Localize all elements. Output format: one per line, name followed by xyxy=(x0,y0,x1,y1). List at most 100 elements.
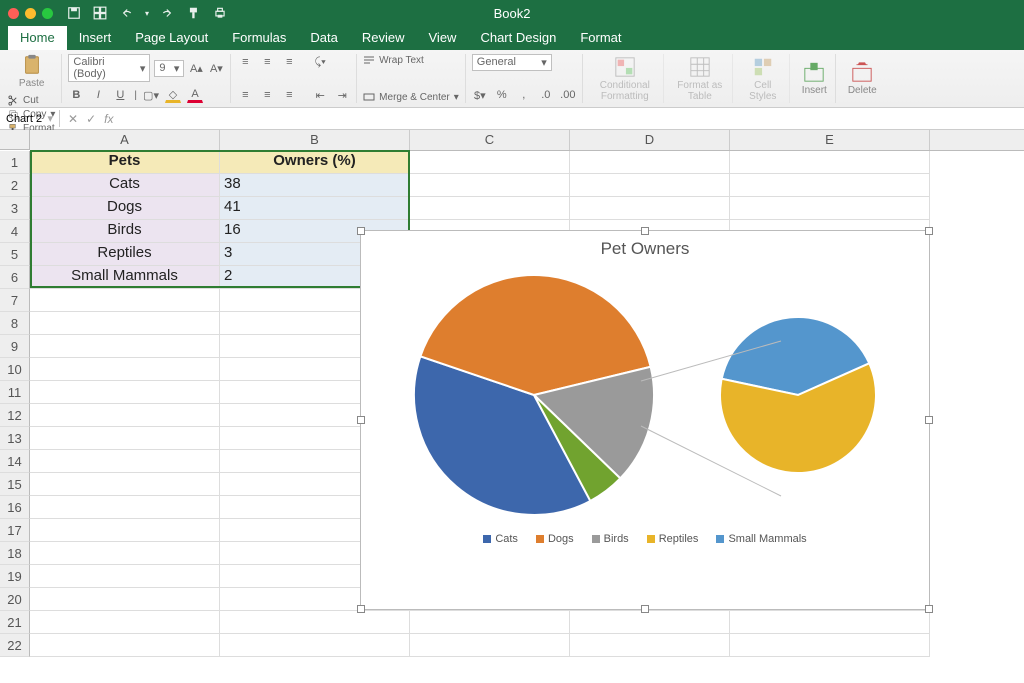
cell[interactable] xyxy=(30,335,220,358)
cell[interactable]: Reptiles xyxy=(30,243,220,266)
chart-resize-handle[interactable] xyxy=(357,416,365,424)
border-button[interactable]: ▢▾ xyxy=(143,87,159,103)
brush-icon[interactable] xyxy=(187,6,201,20)
row-header[interactable]: 2 xyxy=(0,174,30,197)
row-header[interactable]: 5 xyxy=(0,243,30,266)
cell[interactable] xyxy=(30,289,220,312)
name-box[interactable]: Chart 2▾ xyxy=(0,110,60,127)
comma-button[interactable]: , xyxy=(516,87,532,103)
legend-item[interactable]: Dogs xyxy=(536,533,574,545)
cell[interactable] xyxy=(730,151,930,174)
chart-object[interactable]: Pet Owners CatsDogsBirdsReptilesSmall Ma… xyxy=(360,230,930,610)
align-center-button[interactable]: ≡ xyxy=(259,87,275,103)
chart-resize-handle[interactable] xyxy=(357,605,365,613)
cell[interactable] xyxy=(570,197,730,220)
cell[interactable] xyxy=(220,611,410,634)
cell[interactable] xyxy=(30,404,220,427)
font-size-select[interactable]: 9▾ xyxy=(154,60,184,77)
indent-inc-button[interactable]: ⇥ xyxy=(334,87,350,103)
col-header-E[interactable]: E xyxy=(730,130,930,150)
italic-button[interactable]: I xyxy=(90,87,106,103)
chart-resize-handle[interactable] xyxy=(641,605,649,613)
cell[interactable] xyxy=(730,174,930,197)
row-header[interactable]: 3 xyxy=(0,197,30,220)
inc-decimal-button[interactable]: .0 xyxy=(538,87,554,103)
cell[interactable] xyxy=(30,565,220,588)
second-pie[interactable] xyxy=(718,315,878,475)
align-left-button[interactable]: ≡ xyxy=(237,87,253,103)
row-header[interactable]: 7 xyxy=(0,289,30,312)
chart-legend[interactable]: CatsDogsBirdsReptilesSmall Mammals xyxy=(361,527,929,551)
cell[interactable]: Birds xyxy=(30,220,220,243)
cell[interactable] xyxy=(30,611,220,634)
cell[interactable]: Dogs xyxy=(30,197,220,220)
cell[interactable] xyxy=(410,174,570,197)
cell[interactable] xyxy=(30,519,220,542)
cell[interactable]: Cats xyxy=(30,174,220,197)
save-icon[interactable] xyxy=(67,6,81,20)
row-header[interactable]: 18 xyxy=(0,542,30,565)
tab-data[interactable]: Data xyxy=(298,26,349,50)
cell[interactable]: Owners (%) xyxy=(220,151,410,174)
wrap-text-button[interactable]: Wrap Text xyxy=(363,54,459,66)
row-header[interactable]: 22 xyxy=(0,634,30,657)
cell[interactable] xyxy=(30,542,220,565)
cut-button[interactable]: Cut xyxy=(8,95,55,106)
worksheet[interactable]: ABCDE 1PetsOwners (%)2Cats383Dogs414Bird… xyxy=(0,130,1024,657)
redo-icon[interactable] xyxy=(161,6,175,20)
indent-dec-button[interactable]: ⇤ xyxy=(312,87,328,103)
fx-icon[interactable]: fx xyxy=(104,112,113,126)
align-top-button[interactable]: ≡ xyxy=(237,54,253,70)
chart-resize-handle[interactable] xyxy=(357,227,365,235)
conditional-formatting-button[interactable]: Conditional Formatting xyxy=(587,54,664,103)
col-header-C[interactable]: C xyxy=(410,130,570,150)
font-color-button[interactable]: A xyxy=(187,87,203,103)
undo-icon[interactable] xyxy=(119,6,133,20)
cell[interactable] xyxy=(570,151,730,174)
tab-chart-design[interactable]: Chart Design xyxy=(468,26,568,50)
currency-button[interactable]: $▾ xyxy=(472,87,488,103)
row-header[interactable]: 21 xyxy=(0,611,30,634)
cell[interactable] xyxy=(30,496,220,519)
col-header-B[interactable]: B xyxy=(220,130,410,150)
row-header[interactable]: 6 xyxy=(0,266,30,289)
home-icon[interactable] xyxy=(93,6,107,20)
cell[interactable] xyxy=(730,634,930,657)
paste-button[interactable]: Paste xyxy=(8,54,55,89)
cell[interactable] xyxy=(410,634,570,657)
chart-resize-handle[interactable] xyxy=(925,416,933,424)
row-header[interactable]: 10 xyxy=(0,358,30,381)
cell[interactable] xyxy=(30,634,220,657)
chart-resize-handle[interactable] xyxy=(925,605,933,613)
row-header[interactable]: 20 xyxy=(0,588,30,611)
ribbon-tabs[interactable]: HomeInsertPage LayoutFormulasDataReviewV… xyxy=(0,26,1024,50)
row-header[interactable]: 17 xyxy=(0,519,30,542)
main-pie[interactable] xyxy=(412,273,656,517)
cell[interactable] xyxy=(30,588,220,611)
row-header[interactable]: 8 xyxy=(0,312,30,335)
legend-item[interactable]: Small Mammals xyxy=(716,533,806,545)
print-icon[interactable] xyxy=(213,6,227,20)
cell[interactable] xyxy=(30,312,220,335)
align-bot-button[interactable]: ≡ xyxy=(281,54,297,70)
row-header[interactable]: 11 xyxy=(0,381,30,404)
row-header[interactable]: 13 xyxy=(0,427,30,450)
cell[interactable] xyxy=(730,611,930,634)
cell[interactable] xyxy=(410,611,570,634)
cell[interactable] xyxy=(410,197,570,220)
window-control-dot[interactable] xyxy=(42,8,53,19)
legend-item[interactable]: Cats xyxy=(483,533,518,545)
tab-home[interactable]: Home xyxy=(8,26,67,50)
confirm-formula-icon[interactable]: ✓ xyxy=(86,112,96,126)
percent-button[interactable]: % xyxy=(494,87,510,103)
row-header[interactable]: 9 xyxy=(0,335,30,358)
number-format-select[interactable]: General▾ xyxy=(472,54,552,71)
cell[interactable] xyxy=(30,450,220,473)
quick-access-toolbar[interactable]: ▾ xyxy=(67,6,227,20)
chart-resize-handle[interactable] xyxy=(925,227,933,235)
col-header-D[interactable]: D xyxy=(570,130,730,150)
cell[interactable] xyxy=(30,358,220,381)
cell[interactable] xyxy=(570,174,730,197)
cell[interactable] xyxy=(220,634,410,657)
delete-cells-button[interactable]: Delete xyxy=(840,54,885,103)
